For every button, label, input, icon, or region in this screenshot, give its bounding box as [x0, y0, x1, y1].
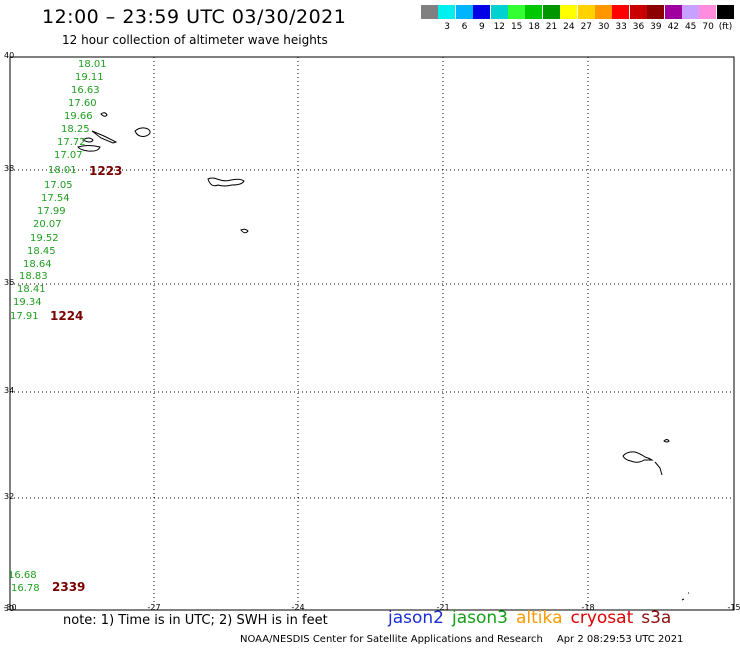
swh-reading: 20.07 — [33, 219, 62, 230]
lon-tick-label: -15 — [727, 603, 740, 612]
page-title: 12:00 – 23:59 UTC 03/30/2021 — [42, 6, 347, 28]
map-frame — [9, 56, 735, 611]
footer-note: note: 1) Time is in UTC; 2) SWH is in fe… — [63, 613, 328, 628]
swh-reading: 18.64 — [23, 259, 52, 270]
swh-reading: 18.01 — [48, 165, 77, 176]
legend-swatch — [421, 5, 438, 19]
map-gridlines — [10, 57, 734, 610]
legend-label: 15 — [510, 22, 523, 32]
swh-reading: 19.11 — [75, 72, 104, 83]
credit-line: NOAA/NESDIS Center for Satellite Applica… — [240, 634, 683, 645]
legend-label: 9 — [479, 22, 485, 32]
island-pico — [77, 145, 101, 152]
legend-label: 33 — [615, 22, 627, 32]
swh-reading: 16.63 — [71, 85, 100, 96]
legend-label: 36 — [632, 22, 645, 32]
legend-swatch — [455, 5, 473, 19]
pass-time-label: 2339 — [52, 580, 86, 594]
island-sao-miguel — [207, 177, 245, 187]
legend-label: 3 — [444, 22, 450, 32]
legend-label: 24 — [563, 22, 575, 32]
legend-label: 21 — [545, 22, 558, 32]
lat-tick-label: 32 — [4, 492, 15, 501]
swh-reading: 17.07 — [54, 150, 83, 161]
swh-reading: 17.99 — [37, 206, 66, 217]
satellite-jason2: jason2 — [388, 608, 444, 628]
lon-tick-label: -21 — [436, 603, 450, 612]
legend-swatch — [716, 5, 734, 19]
legend-label: 45 — [684, 22, 697, 32]
legend-swatch — [682, 5, 699, 19]
legend-label: (ft) — [718, 22, 733, 32]
swh-reading: 18.25 — [61, 124, 90, 135]
satellite-legend: jason2 jason3 altika cryosat s3a — [388, 608, 679, 628]
lon-tick-label: -24 — [291, 603, 305, 612]
lon-tick-label: -27 — [147, 603, 161, 612]
satellite-s3a: s3a — [641, 608, 672, 628]
island-santa-maria — [240, 228, 249, 234]
credit-text: NOAA/NESDIS Center for Satellite Applica… — [240, 634, 543, 645]
swh-reading: 19.66 — [64, 111, 93, 122]
lat-tick-label: 40 — [4, 51, 15, 60]
swh-reading: 17.05 — [44, 180, 73, 191]
coastlines — [77, 112, 689, 601]
island-faial — [82, 137, 94, 143]
legend-swatch — [508, 5, 525, 19]
legend-swatch — [560, 5, 578, 19]
island-flores — [100, 112, 108, 117]
legend-label: 42 — [667, 22, 680, 32]
legend-swatch — [490, 5, 508, 19]
legend-label: 6 — [461, 22, 468, 32]
swh-reading: 16.78 — [11, 583, 40, 594]
legend-swatch — [647, 5, 665, 19]
swh-reading: 17.72 — [57, 137, 86, 148]
lat-tick-label: 38 — [4, 164, 15, 173]
lon-tick-label: -30 — [3, 603, 17, 612]
legend-swatch — [629, 5, 647, 19]
satellite-jason3: jason3 — [452, 608, 508, 628]
legend-swatch — [438, 5, 456, 19]
legend-label: 39 — [650, 22, 662, 32]
swh-reading: 16.68 — [8, 570, 37, 581]
legend-swatch — [595, 5, 612, 19]
swh-reading: 17.54 — [41, 193, 70, 204]
legend-label: 18 — [528, 22, 540, 32]
legend-label: 12 — [493, 22, 506, 32]
lat-tick-label: 34 — [4, 386, 15, 395]
swh-reading: 17.60 — [68, 98, 97, 109]
legend-swatch — [699, 5, 717, 19]
pass-time-label: 1223 — [89, 164, 123, 178]
satellite-altika: altika — [516, 608, 563, 628]
lat-tick-label: 36 — [4, 278, 15, 287]
swh-reading: 19.52 — [30, 233, 59, 244]
island-madeira-east — [654, 461, 663, 476]
generated-timestamp: Apr 2 08:29:53 UTC 2021 — [556, 634, 684, 645]
legend-swatch — [612, 5, 630, 19]
page-subtitle: 12 hour collection of altimeter wave hei… — [62, 33, 328, 47]
legend-swatch — [542, 5, 560, 19]
legend-swatch — [664, 5, 682, 19]
swh-reading: 17.91 — [10, 311, 39, 322]
lon-tick-label: -18 — [581, 603, 595, 612]
swh-reading: 19.34 — [13, 297, 42, 308]
swh-reading: 18.45 — [27, 246, 56, 257]
swh-reading: 18.41 — [17, 284, 46, 295]
island-terceira — [134, 127, 151, 137]
island-madeira — [622, 451, 654, 463]
island-porto-santo — [663, 439, 670, 443]
lat-tick-label: 30 — [4, 604, 15, 613]
island-graciosa — [91, 130, 118, 144]
legend-swatch — [577, 5, 595, 19]
pass-time-label: 1224 — [50, 309, 84, 323]
legend-label: 30 — [597, 22, 610, 32]
swh-reading: 18.83 — [19, 271, 48, 282]
swh-reading: 18.01 — [78, 59, 107, 70]
legend-swatch — [525, 5, 543, 19]
satellite-cryosat: cryosat — [570, 608, 634, 628]
legend-swatch — [473, 5, 491, 19]
legend-label: 70 — [702, 22, 714, 32]
island-selvagens — [681, 592, 689, 601]
legend-label: 27 — [580, 22, 593, 32]
